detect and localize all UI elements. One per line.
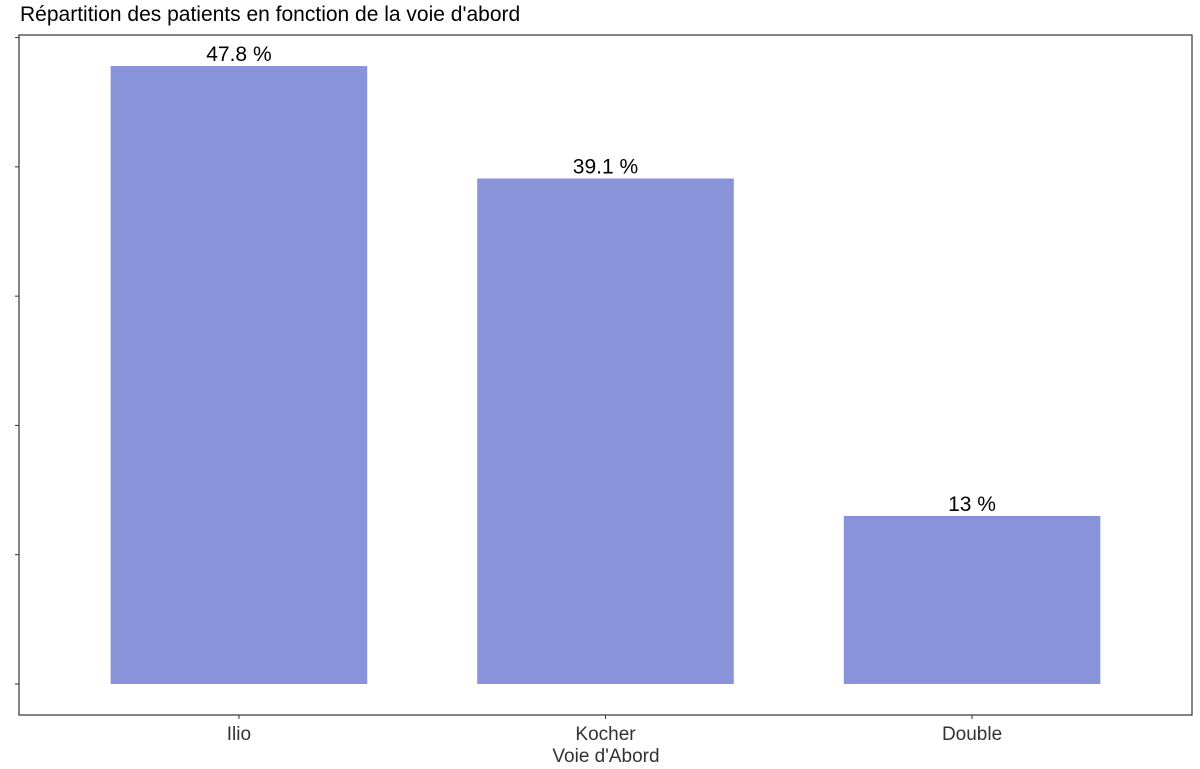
x-tick-label-double: Double xyxy=(942,724,1002,745)
x-axis-ticks xyxy=(238,715,973,719)
data-label-double: 13 % xyxy=(948,493,996,516)
bar-double xyxy=(843,515,1101,684)
bars xyxy=(110,66,1101,684)
x-axis-tick-labels: Ilio Kocher Double xyxy=(227,724,1002,745)
x-tick-label-kocher: Kocher xyxy=(575,724,636,745)
data-label-kocher: 39.1 % xyxy=(573,156,638,179)
y-axis-ticks xyxy=(15,37,19,685)
x-axis-title: Voie d'Abord xyxy=(552,746,659,767)
bar-ilio xyxy=(110,66,368,684)
x-tick-label-ilio: Ilio xyxy=(227,724,251,745)
data-label-ilio: 47.8 % xyxy=(206,43,271,66)
bar-kocher xyxy=(477,178,734,684)
data-labels: 47.8 % 39.1 % 13 % xyxy=(206,43,996,516)
chart-title: Répartition des patients en fonction de … xyxy=(20,3,520,26)
